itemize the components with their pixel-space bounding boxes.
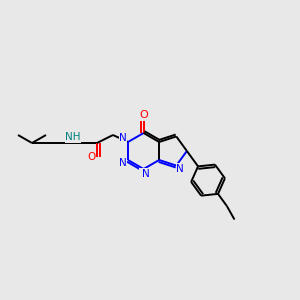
Text: N: N (119, 133, 127, 143)
Text: NH: NH (65, 132, 81, 142)
Text: O: O (139, 110, 148, 120)
Text: N: N (119, 158, 127, 168)
Text: N: N (142, 169, 149, 179)
Text: N: N (176, 164, 184, 174)
Text: N: N (140, 169, 148, 179)
Text: O: O (87, 152, 95, 162)
